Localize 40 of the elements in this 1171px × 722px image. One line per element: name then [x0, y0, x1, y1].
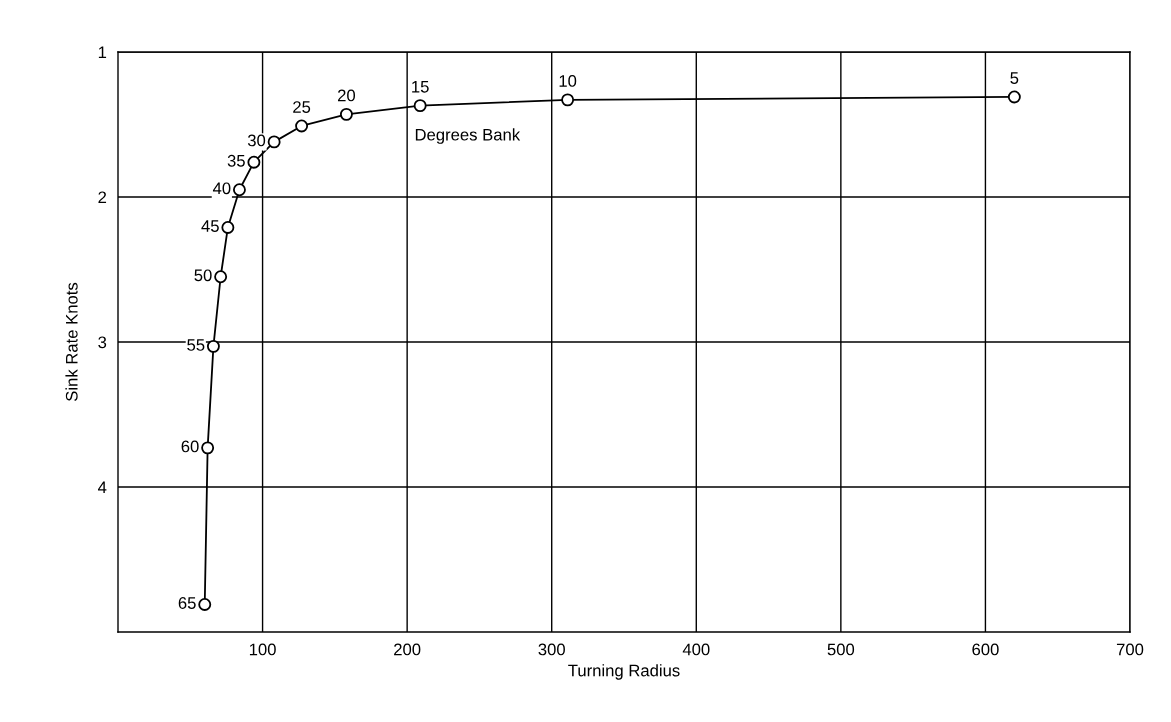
point	[206, 339, 220, 353]
point	[295, 119, 309, 133]
annotation: 30	[247, 134, 266, 147]
point	[214, 270, 228, 284]
annotation: 15	[412, 81, 429, 93]
point	[1007, 90, 1021, 104]
point	[221, 220, 235, 234]
y-tick-label: 1	[98, 46, 107, 59]
x-axis-title: Turning Radius	[568, 664, 680, 680]
point	[201, 441, 215, 455]
y-tick-label: 4	[98, 481, 107, 494]
annotation: 25	[293, 101, 311, 113]
annotation: 5	[1010, 72, 1019, 84]
annotation: 10	[559, 75, 577, 87]
annotation: 65	[178, 597, 196, 609]
x-tick-label: 300	[538, 643, 565, 656]
x-tick-label: 500	[827, 643, 855, 656]
annotation: 45	[201, 220, 219, 232]
annotation: 60	[181, 440, 199, 453]
annotation: 50	[194, 269, 212, 282]
point	[413, 99, 427, 113]
point	[339, 107, 353, 121]
x-tick-label: 400	[682, 643, 710, 656]
point	[232, 183, 246, 197]
annotation: 35	[227, 154, 245, 167]
annotation: 40	[212, 182, 231, 195]
x-tick-label: 600	[972, 643, 999, 656]
point	[561, 93, 575, 107]
y-axis-title: Sink Rate Knots	[65, 282, 78, 401]
x-tick-label: 700	[1116, 643, 1144, 656]
annotation: 55	[187, 339, 205, 351]
y-tick-label: 3	[98, 336, 107, 349]
y-tick-label: 2	[98, 191, 107, 204]
annotation: 20	[337, 89, 356, 102]
annotation: Degrees Bank	[415, 128, 521, 144]
x-tick-label: 100	[249, 643, 276, 656]
point	[198, 597, 212, 611]
point	[247, 155, 261, 169]
point	[267, 135, 281, 149]
x-tick-label: 200	[394, 643, 421, 656]
